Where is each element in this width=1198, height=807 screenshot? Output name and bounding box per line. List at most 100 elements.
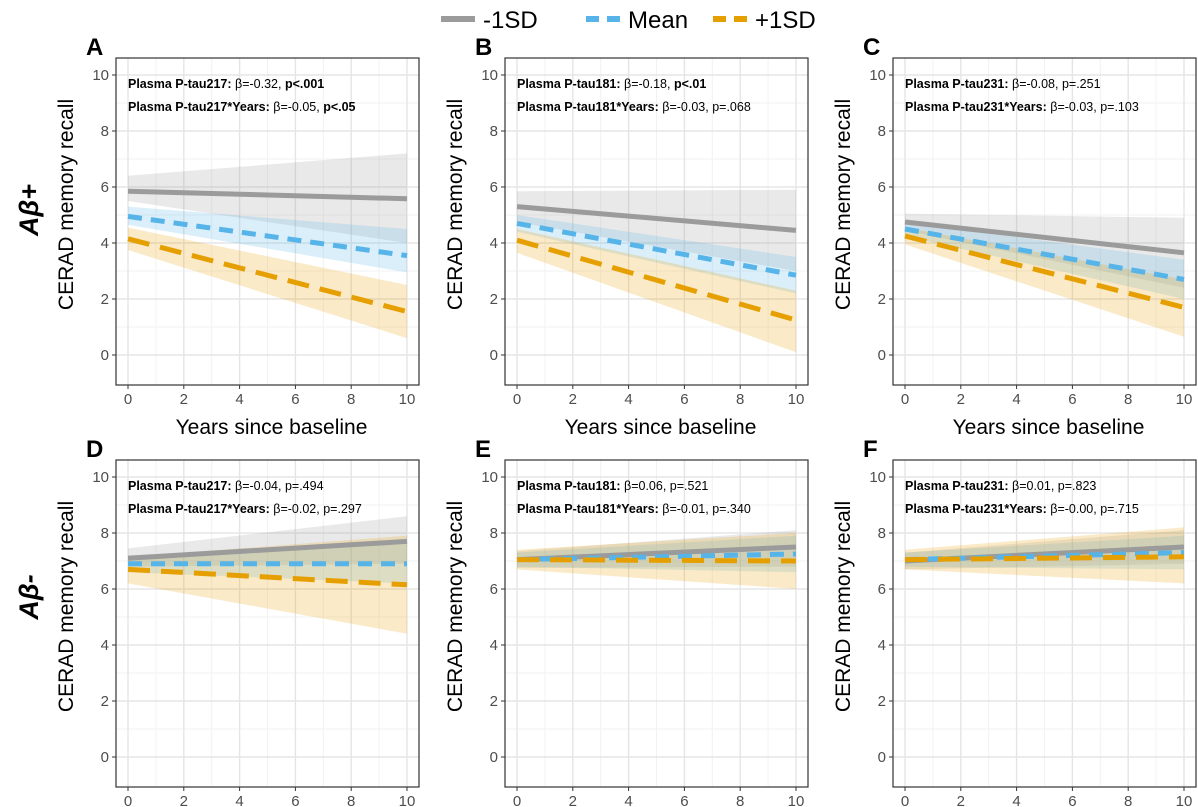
annotation-p: p=.823 <box>1058 479 1097 493</box>
x-tick-label: 2 <box>957 793 965 807</box>
y-tick-label: 2 <box>490 693 498 710</box>
annotation-p: p=.715 <box>1100 502 1139 516</box>
stat-annotation: Plasma P-tau217*Years: β=-0.05, p<.05 <box>128 100 356 114</box>
panel-b: 0 2 4 6 8 10 0 2 4 6 8 10 Years since baseline CERAD … <box>444 34 809 439</box>
annotation-term: Plasma P-tau231: <box>905 77 1009 91</box>
ci-band-plus-1sd <box>128 535 407 634</box>
annotation-beta: β=-0.04, <box>235 479 285 493</box>
panel-letter: A <box>86 34 103 61</box>
annotation-p: p=.494 <box>285 479 324 493</box>
y-tick-label: 0 <box>101 347 109 364</box>
y-tick-label: 10 <box>92 67 109 84</box>
y-tick-label: 8 <box>878 123 886 140</box>
annotation-p: p<.05 <box>323 100 355 114</box>
annotation-term: Plasma P-tau217*Years: <box>128 100 270 114</box>
y-axis-title: CERAD memory recall <box>832 99 855 310</box>
x-tick-label: 6 <box>291 391 299 408</box>
x-axis-title: Years since baseline <box>565 416 757 439</box>
x-tick-label: 8 <box>1124 793 1132 807</box>
x-tick-label: 0 <box>901 793 909 807</box>
stat-annotation: Plasma P-tau231: β=0.01, p=.823 <box>905 479 1096 493</box>
row-labels: Aβ+ Aβ- <box>14 184 44 621</box>
series-line-plus-1sd <box>127 236 408 315</box>
y-tick-label: 10 <box>869 67 886 84</box>
y-tick-label: 0 <box>490 749 498 766</box>
x-tick-label: 6 <box>1068 391 1076 408</box>
annotation-term: Plasma P-tau181*Years: <box>517 502 659 516</box>
stat-annotation: Plasma P-tau217: β=-0.04, p=.494 <box>128 479 324 493</box>
y-tick-label: 0 <box>878 347 886 364</box>
annotation-term: Plasma P-tau217*Years: <box>128 502 270 516</box>
y-tick-label: 4 <box>101 637 109 654</box>
annotation-beta: β=-0.02, <box>273 502 323 516</box>
annotation-beta: β=-0.05, <box>273 100 323 114</box>
y-axis-title: CERAD memory recall <box>55 501 78 712</box>
series-line-plus-1sd <box>904 233 1185 310</box>
annotation-beta: β=-0.32, <box>235 77 285 91</box>
panel-border <box>892 459 1197 788</box>
x-tick-label: 8 <box>736 391 744 408</box>
y-tick-label: 2 <box>101 693 109 710</box>
annotation-term: Plasma P-tau181: <box>517 479 621 493</box>
x-tick-label: 4 <box>1012 793 1020 807</box>
annotation-p: p=.521 <box>670 479 709 493</box>
x-tick-label: 10 <box>1176 391 1193 408</box>
y-tick-label: 4 <box>490 637 498 654</box>
series-line-minus-1sd <box>127 538 408 561</box>
y-axis-title: CERAD memory recall <box>444 99 467 310</box>
annotation-beta: β=-0.03, <box>662 100 712 114</box>
panels: 0 2 4 6 8 10 0 2 4 6 8 10 Years since baseline CERAD … <box>55 34 1197 807</box>
ci-band-mean <box>128 206 407 273</box>
panel-border <box>504 459 809 788</box>
y-axis-title: CERAD memory recall <box>55 99 78 310</box>
x-tick-label: 4 <box>235 793 243 807</box>
stat-annotation: Plasma P-tau181: β=0.06, p=.521 <box>517 479 708 493</box>
annotation-term: Plasma P-tau181*Years: <box>517 100 659 114</box>
panel-border <box>115 459 420 788</box>
stat-annotation: Plasma P-tau231*Years: β=-0.00, p=.715 <box>905 502 1139 516</box>
series-line-plus-1sd <box>127 566 408 588</box>
annotation-p: p<.01 <box>674 77 706 91</box>
annotation-p: p=.340 <box>712 502 751 516</box>
legend: -1SD Mean +1SD <box>441 7 816 34</box>
annotation-p: p<.001 <box>285 77 324 91</box>
annotation-p: p=.297 <box>323 502 362 516</box>
panel-border <box>892 57 1197 386</box>
stat-annotation: Plasma P-tau217*Years: β=-0.02, p=.297 <box>128 502 362 516</box>
x-tick-label: 0 <box>513 793 521 807</box>
y-tick-label: 10 <box>869 469 886 486</box>
annotation-term: Plasma P-tau217: <box>128 479 232 493</box>
x-tick-label: 6 <box>680 391 688 408</box>
panel-letter: E <box>475 436 491 463</box>
x-tick-label: 10 <box>788 391 805 408</box>
annotation-term: Plasma P-tau231*Years: <box>905 100 1047 114</box>
annotation-beta: β=-0.08, <box>1012 77 1062 91</box>
y-axis-title: CERAD memory recall <box>832 501 855 712</box>
y-tick-label: 6 <box>101 179 109 196</box>
series-line-mean <box>127 213 408 259</box>
y-tick-label: 6 <box>878 179 886 196</box>
stat-annotation: Plasma P-tau181*Years: β=-0.01, p=.340 <box>517 502 751 516</box>
y-tick-label: 8 <box>101 525 109 542</box>
annotation-beta: β=-0.03, <box>1050 100 1100 114</box>
x-axis-title: Years since baseline <box>953 416 1145 439</box>
y-tick-label: 2 <box>490 291 498 308</box>
y-tick-label: 2 <box>878 291 886 308</box>
x-tick-label: 4 <box>235 391 243 408</box>
stat-annotation: Plasma P-tau231*Years: β=-0.03, p=.103 <box>905 100 1139 114</box>
panel-c: 0 2 4 6 8 10 0 2 4 6 8 10 Years since baseline CERAD … <box>832 34 1197 439</box>
y-tick-label: 6 <box>878 581 886 598</box>
legend-label-plus-1sd: +1SD <box>755 7 816 34</box>
x-tick-label: 0 <box>513 391 521 408</box>
panel-letter: B <box>475 34 492 61</box>
series-line-minus-1sd <box>516 204 797 233</box>
y-tick-label: 2 <box>101 291 109 308</box>
annotation-term: Plasma P-tau217: <box>128 77 232 91</box>
series-line-mean <box>516 220 797 278</box>
series-line-minus-1sd <box>127 188 408 202</box>
y-axis-title: CERAD memory recall <box>444 501 467 712</box>
annotation-beta: β=0.06, <box>624 479 670 493</box>
stat-annotation: Plasma P-tau217: β=-0.32, p<.001 <box>128 77 324 91</box>
